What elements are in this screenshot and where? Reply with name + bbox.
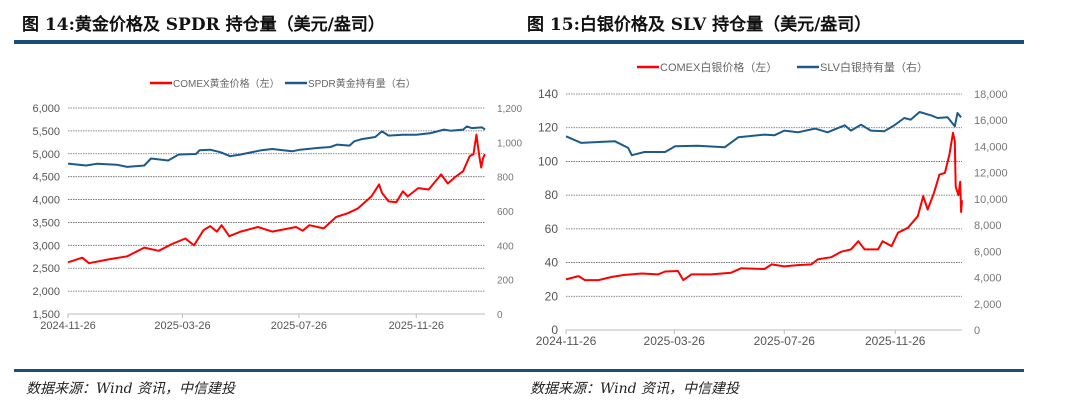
x-tick-label: 2025-03-26 (644, 334, 706, 348)
y-tick-right: 6,000 (974, 246, 1002, 258)
y-tick-right: 1,200 (497, 104, 522, 115)
y-tick-right: 2,000 (974, 299, 1002, 311)
y-tick-right: 4,000 (974, 273, 1002, 285)
source-note-gold: 数据来源：Wind 资讯，中信建投 (26, 381, 236, 397)
x-tick-label: 2025-11-26 (865, 334, 926, 348)
x-tick-label: 2025-07-26 (754, 334, 816, 348)
y-tick-left: 2,500 (32, 263, 60, 275)
y-tick-right: 16,000 (974, 115, 1008, 127)
bottom-divider (14, 369, 1024, 372)
y-tick-right: 1,000 (497, 138, 522, 149)
legend-label: SPDR黄金持有量（右） (308, 77, 416, 90)
y-tick-left: 40 (545, 256, 559, 270)
x-tick-label: 2024-11-26 (40, 320, 95, 332)
y-tick-right: 600 (497, 207, 514, 218)
x-tick-label: 2025-03-26 (154, 320, 210, 332)
source-note-silver: 数据来源：Wind 资讯，中信建投 (530, 381, 740, 397)
y-tick-right: 0 (497, 310, 503, 321)
legend-label: SLV白银持有量（右） (820, 60, 928, 74)
y-tick-left: 60 (545, 222, 559, 236)
y-tick-left: 5,500 (32, 126, 60, 138)
y-tick-left: 2,000 (32, 286, 60, 298)
chart-title-gold: 图 14:黄金价格及 SPDR 持仓量（美元/盎司） (22, 15, 385, 35)
y-tick-right: 8,000 (974, 220, 1002, 232)
x-tick-label: 2024-11-26 (536, 334, 597, 348)
chart-title-silver: 图 15:白银价格及 SLV 持仓量（美元/盎司） (527, 15, 872, 35)
y-tick-right: 10,000 (974, 194, 1008, 206)
y-tick-left: 0 (551, 323, 558, 337)
series-line-holdings (67, 125, 486, 168)
y-tick-left: 6,000 (32, 103, 60, 115)
y-tick-left: 80 (545, 188, 559, 202)
series-line-price (67, 133, 486, 265)
x-tick-label: 2025-11-26 (389, 320, 444, 332)
y-tick-left: 5,000 (32, 149, 60, 161)
y-tick-left: 1,500 (32, 309, 60, 321)
x-tick-label: 2025-07-26 (271, 320, 327, 332)
legend-label: COMEX白银价格（左） (660, 60, 777, 74)
top-divider (14, 40, 1024, 44)
y-tick-left: 3,500 (32, 217, 60, 229)
y-tick-left: 4,000 (32, 195, 60, 207)
y-tick-left: 140 (538, 87, 558, 101)
series-line-price (565, 131, 963, 282)
y-tick-right: 400 (497, 241, 514, 252)
y-tick-left: 120 (538, 121, 558, 135)
y-tick-left: 4,500 (32, 172, 60, 184)
y-tick-right: 14,000 (974, 141, 1008, 153)
y-tick-left: 20 (545, 289, 559, 303)
y-tick-right: 18,000 (974, 89, 1008, 101)
y-tick-left: 100 (538, 154, 558, 168)
series-line-holdings (565, 111, 962, 157)
legend-label: COMEX黄金价格（左） (173, 77, 280, 90)
y-tick-right: 12,000 (974, 168, 1008, 180)
y-tick-left: 3,000 (32, 240, 60, 252)
y-tick-right: 800 (497, 173, 514, 184)
y-tick-right: 200 (497, 276, 514, 287)
y-tick-right: 0 (974, 325, 980, 337)
